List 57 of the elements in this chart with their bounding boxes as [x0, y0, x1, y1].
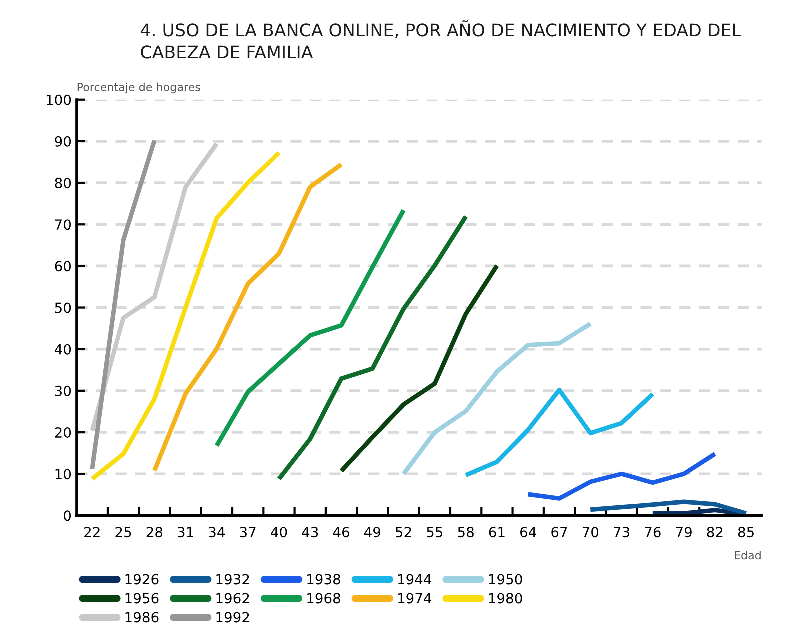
line-series: [526, 452, 718, 501]
x-tick-label: 43: [302, 527, 318, 538]
y-tick-label: 50: [55, 302, 72, 314]
line-series: [464, 388, 656, 478]
y-tick-label: 100: [46, 94, 72, 106]
x-tick-label: 52: [396, 527, 412, 538]
x-tick-label: 58: [458, 527, 474, 538]
x-tick-label: 76: [645, 527, 661, 538]
x-tick-label: 46: [333, 527, 350, 538]
line-series: [339, 264, 500, 474]
y-tick-label: 60: [55, 261, 72, 272]
line-series: [90, 150, 282, 482]
legend-label: 1986: [126, 612, 159, 623]
legend-label: 1980: [489, 593, 522, 604]
x-tick-label: 82: [707, 527, 723, 538]
y-tick-label: 90: [55, 136, 72, 147]
y-tick-label: 30: [55, 386, 72, 396]
x-tick-label: 22: [84, 527, 100, 538]
legend-label: 1962: [216, 593, 250, 604]
line-series: [277, 214, 468, 482]
legend-label: 1992: [216, 612, 250, 623]
x-tick-label: 25: [116, 527, 132, 538]
y-tick-label: 20: [55, 428, 72, 438]
x-tick-label: 40: [271, 527, 288, 538]
y-tick-label: 80: [55, 178, 72, 188]
x-tick-label: 79: [676, 527, 692, 538]
legend-label: 1956: [126, 593, 159, 604]
legend-label: 1926: [126, 574, 159, 585]
x-tick-label: 49: [364, 527, 381, 538]
legend-label: 1932: [216, 574, 250, 585]
y-axis-title: Porcentaje de hogares: [78, 82, 200, 94]
x-axis-title: Edad: [735, 551, 761, 560]
y-tick-label: 40: [54, 344, 72, 355]
legend-label: 1950: [489, 574, 522, 585]
y-tick-label: 70: [55, 220, 72, 230]
y-tick-label: 0: [64, 510, 72, 522]
legend-label: 1944: [398, 574, 432, 585]
legend-label: 1968: [308, 593, 340, 604]
x-tick-label: 55: [427, 527, 443, 538]
x-tick-label: 61: [489, 527, 505, 538]
x-tick-label: 34: [209, 527, 226, 538]
x-tick-label: 31: [178, 527, 194, 538]
x-tick-label: 37: [240, 527, 256, 538]
x-tick-label: 73: [614, 527, 630, 538]
line-series: [152, 162, 344, 474]
y-tick-label: 10: [56, 469, 72, 480]
line-series: [402, 322, 593, 476]
legend-label: 1974: [398, 593, 432, 604]
line-series: [214, 208, 406, 448]
x-tick-label: 67: [552, 527, 568, 538]
x-tick-label: 28: [146, 527, 163, 538]
line-series: [588, 500, 749, 516]
x-tick-label: 85: [738, 527, 754, 538]
legend-label: 1938: [308, 574, 340, 585]
x-tick-label: 70: [582, 527, 599, 538]
chart-title: 4. USO DE LA BANCA ONLINE, POR AÑO DE NACIMIENTO Y EDAD DEL CABEZA DE FAMILIA: [141, 20, 742, 59]
x-tick-label: 64: [520, 527, 536, 538]
